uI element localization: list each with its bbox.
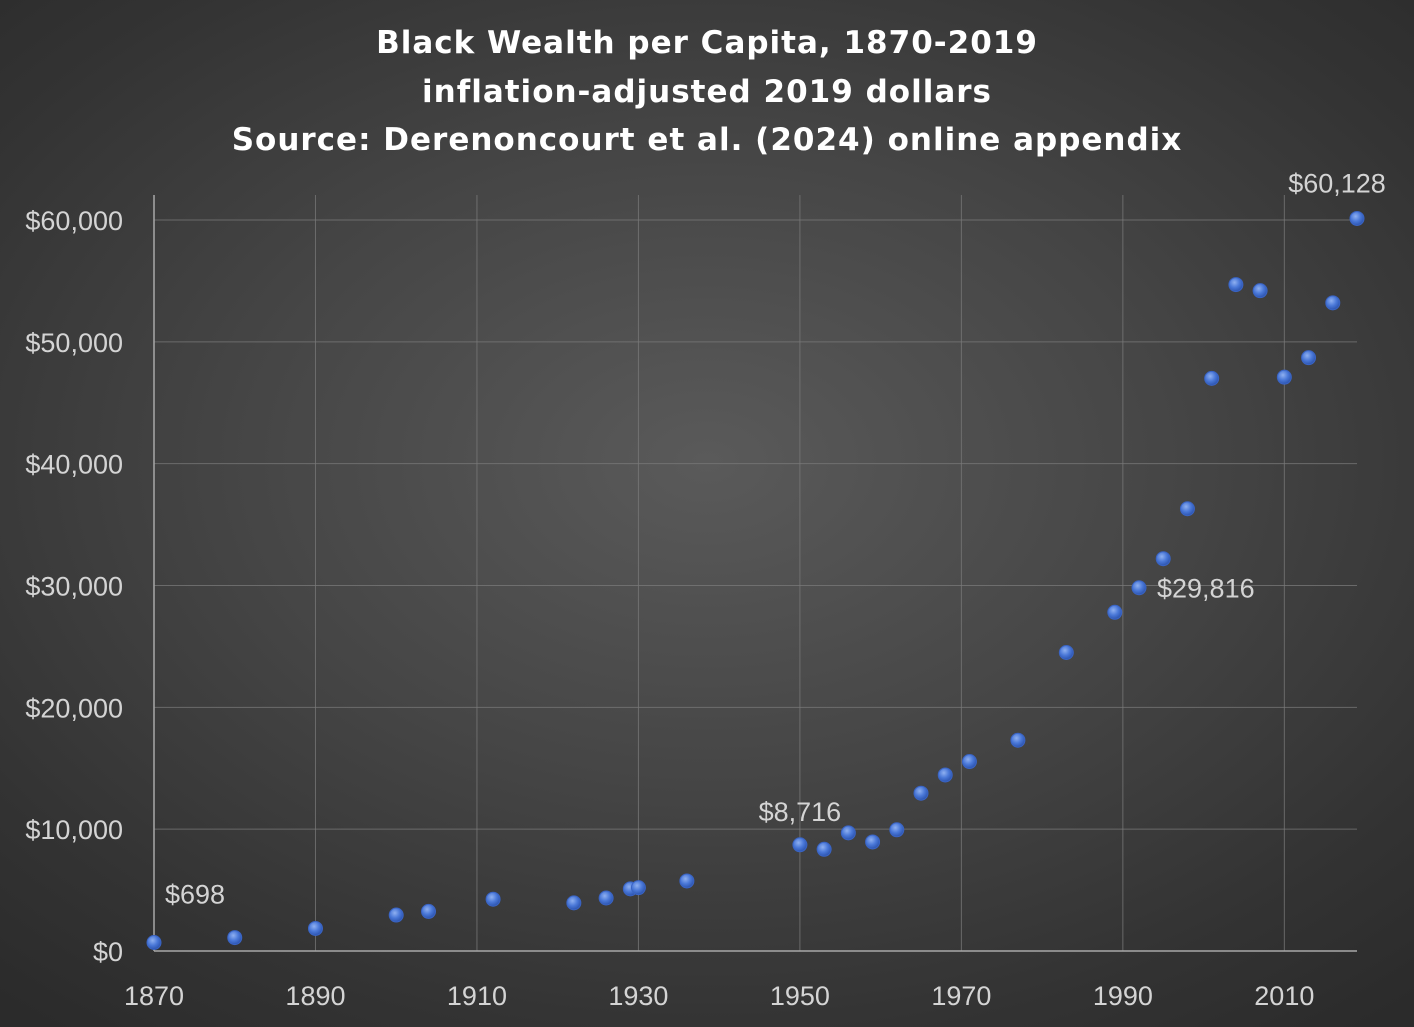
chart-subtitle-line: inflation-adjusted 2019 dollars [422,74,992,110]
data-point [913,785,929,801]
y-tick-label: $60,000 [25,206,123,236]
data-point [816,841,832,857]
x-tick-label: 1890 [285,981,345,1011]
gridlines [154,195,1357,951]
x-axis-tick-labels: 1870 1890 1910 1930 1950 1970 1990 2010 [124,981,1314,1011]
data-point [307,920,323,936]
data-point [1204,370,1220,386]
y-tick-label: $40,000 [25,450,123,480]
data-point [937,767,953,783]
axes [153,195,1357,952]
data-point [1349,210,1365,226]
chart-source-line: Source: Derenoncourt et al. (2024) onlin… [232,122,1183,158]
data-point [840,825,856,841]
x-tick-label: 2010 [1254,981,1314,1011]
y-tick-label: $10,000 [25,815,123,845]
data-label: $698 [165,879,225,909]
x-tick-label: 1870 [124,981,184,1011]
data-point [146,934,162,950]
data-points [146,210,1365,950]
data-point [598,890,614,906]
data-point [1228,277,1244,293]
data-point [1301,350,1317,366]
data-point [485,891,501,907]
chart-title-line: Black Wealth per Capita, 1870-2019 [376,25,1038,61]
data-label: $29,816 [1157,574,1255,604]
data-point [1155,551,1171,567]
data-point [566,895,582,911]
x-tick-label: 1950 [770,981,830,1011]
y-tick-label: $20,000 [25,693,123,723]
y-tick-label: $50,000 [25,328,123,358]
data-point [792,837,808,853]
x-tick-label: 1990 [1093,981,1153,1011]
data-label: $8,716 [759,797,842,827]
x-tick-label: 1970 [931,981,991,1011]
data-point [1010,732,1026,748]
y-axis-tick-labels: $0 $10,000 $20,000 $30,000 $40,000 $50,000 $60… [25,206,123,967]
data-point [421,903,437,919]
data-point [1131,580,1147,596]
data-point [1325,295,1341,311]
y-tick-label: $30,000 [25,572,123,602]
data-point [227,930,243,946]
data-point [630,880,646,896]
data-point [388,907,404,923]
data-point [679,873,695,889]
data-point [1058,645,1074,661]
y-tick-label: $0 [93,937,123,967]
data-point [1252,283,1268,299]
chart-title: Black Wealth per Capita, 1870-2019 infla… [232,25,1183,158]
x-tick-label: 1930 [608,981,668,1011]
data-point [1107,604,1123,620]
data-point [961,754,977,770]
data-point [1276,369,1292,385]
data-point [865,834,881,850]
data-point [1179,501,1195,517]
data-label: $60,128 [1288,168,1386,198]
data-labels: $698 $8,716 $29,816 $60,128 [165,168,1386,909]
data-point [889,822,905,838]
x-tick-label: 1910 [447,981,507,1011]
